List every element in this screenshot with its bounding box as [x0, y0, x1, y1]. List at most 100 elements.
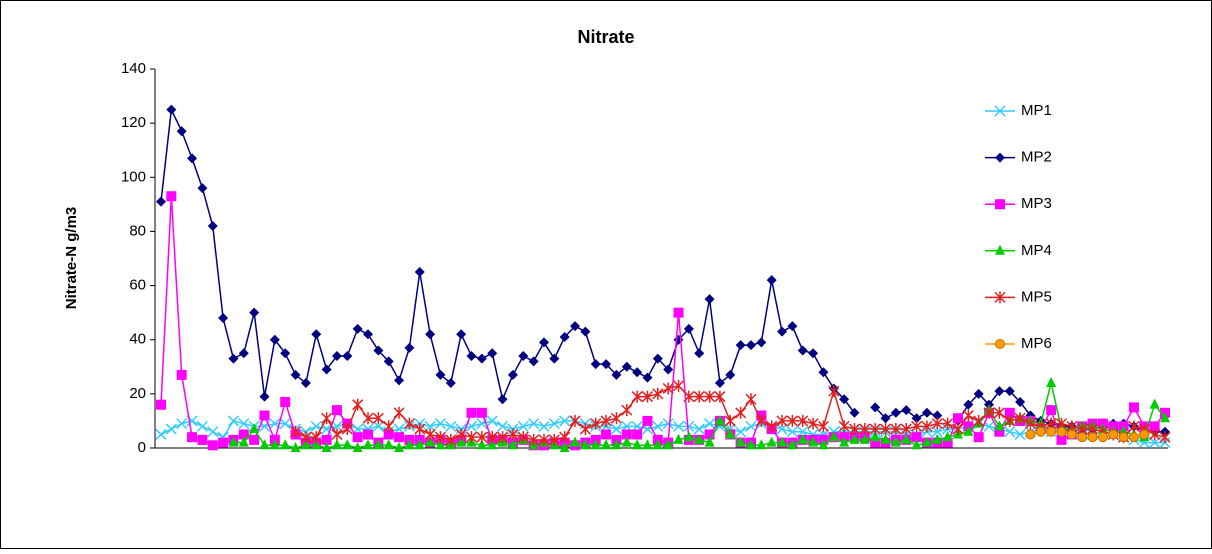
marker — [859, 433, 870, 444]
marker — [663, 364, 674, 375]
marker — [465, 431, 478, 444]
y-tick-label: 140 — [121, 60, 146, 77]
marker — [704, 294, 715, 305]
marker — [673, 307, 684, 318]
marker — [735, 340, 746, 351]
marker — [1149, 437, 1161, 449]
marker — [425, 329, 436, 340]
marker — [942, 431, 953, 442]
marker — [849, 433, 860, 444]
marker — [600, 414, 612, 427]
marker — [756, 337, 767, 348]
marker — [1066, 429, 1077, 440]
marker — [1149, 398, 1160, 409]
marker — [590, 439, 601, 450]
marker — [642, 372, 653, 383]
marker — [641, 390, 654, 403]
marker — [828, 431, 839, 442]
marker — [1159, 431, 1171, 444]
legend-label: MP1 — [1021, 102, 1052, 119]
marker — [507, 428, 519, 441]
marker — [817, 420, 829, 433]
marker — [724, 414, 736, 427]
marker — [621, 404, 633, 417]
y-tick-label: 20 — [129, 385, 146, 402]
marker — [363, 429, 374, 440]
marker — [414, 423, 426, 436]
marker — [1046, 405, 1057, 416]
marker — [249, 423, 260, 434]
marker — [434, 431, 446, 444]
marker — [766, 275, 777, 286]
marker — [435, 369, 446, 380]
marker — [476, 431, 488, 444]
marker — [1097, 432, 1108, 443]
marker — [1087, 432, 1098, 443]
marker — [683, 431, 694, 442]
marker — [808, 436, 819, 447]
marker — [652, 353, 663, 364]
marker — [818, 439, 829, 450]
legend-label: MP5 — [1021, 288, 1052, 305]
marker — [197, 434, 208, 445]
y-tick-label: 80 — [129, 222, 146, 239]
marker — [445, 378, 456, 389]
marker — [797, 433, 808, 444]
marker — [528, 433, 540, 446]
marker — [931, 417, 943, 430]
marker — [901, 405, 912, 416]
marker — [745, 439, 756, 450]
marker — [176, 369, 187, 380]
marker — [1149, 421, 1160, 432]
marker — [601, 429, 612, 440]
marker — [952, 423, 964, 436]
marker — [818, 367, 829, 378]
marker — [280, 439, 291, 450]
marker — [331, 439, 342, 450]
marker — [238, 418, 250, 430]
marker — [342, 350, 353, 361]
marker — [445, 433, 457, 446]
marker — [672, 379, 685, 392]
marker — [456, 329, 467, 340]
marker — [569, 414, 581, 427]
legend-label: MP4 — [1021, 242, 1052, 259]
marker — [590, 417, 602, 430]
marker — [963, 399, 974, 410]
marker — [652, 420, 664, 432]
marker — [456, 436, 467, 447]
marker — [425, 436, 436, 447]
marker — [776, 423, 788, 435]
marker — [424, 428, 436, 441]
marker — [1004, 386, 1015, 397]
marker — [611, 439, 622, 450]
marker — [1128, 402, 1139, 413]
marker — [518, 350, 529, 361]
marker — [570, 436, 581, 447]
marker — [559, 442, 570, 452]
marker — [828, 385, 840, 398]
marker — [394, 432, 405, 443]
marker — [435, 439, 446, 450]
marker — [995, 244, 1005, 255]
marker — [714, 378, 725, 389]
marker — [486, 415, 498, 427]
marker — [1004, 414, 1016, 427]
marker — [1128, 432, 1139, 443]
legend-label: MP6 — [1021, 335, 1052, 352]
marker — [259, 410, 270, 421]
marker — [601, 439, 612, 450]
marker — [363, 329, 374, 340]
marker — [497, 420, 509, 432]
marker — [1046, 426, 1057, 437]
marker — [290, 442, 301, 452]
marker — [642, 439, 653, 450]
marker — [901, 433, 912, 444]
marker — [372, 420, 384, 432]
marker — [694, 348, 705, 359]
marker — [166, 191, 177, 202]
marker — [995, 152, 1005, 163]
marker — [610, 423, 622, 435]
marker — [300, 378, 311, 389]
marker — [839, 394, 850, 405]
